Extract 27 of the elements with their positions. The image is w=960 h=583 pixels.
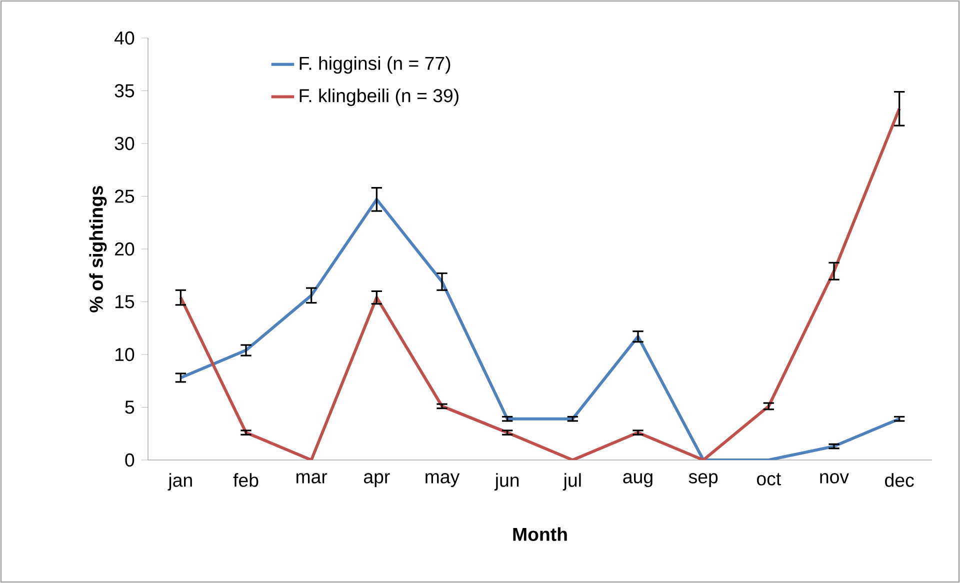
y-tick-label: 5 (125, 400, 134, 414)
x-tick-label: oct (756, 473, 781, 486)
y-tick-label: 35 (114, 84, 134, 98)
x-tick-label: nov (820, 473, 849, 484)
x-tick-label: jun (494, 473, 519, 491)
x-tick-label: sep (688, 473, 718, 488)
y-axis-title: % of sightings (89, 186, 107, 312)
y-tick-label: 0 (125, 453, 134, 467)
y-tick-label: 40 (114, 31, 134, 45)
x-tick-label: feb (233, 473, 258, 487)
y-tick-label: 25 (115, 190, 134, 203)
x-axis-title: Month (513, 527, 567, 541)
legend-label: F. higginsi (n = 77) (300, 56, 450, 74)
line-series (179, 107, 901, 460)
y-tick-label: 20 (115, 242, 134, 256)
y-tick-label: 10 (116, 348, 134, 362)
x-tick-label: mar (296, 473, 328, 484)
x-tick-label: apr (364, 473, 390, 488)
x-tick-label: may (426, 473, 460, 488)
x-tick-label: jul (562, 473, 581, 491)
line-series (179, 198, 901, 460)
x-tick-label: dec (885, 473, 914, 487)
x-tick-label: aug (623, 473, 652, 488)
x-tick-label: jan (168, 473, 192, 491)
y-tick-label: 30 (114, 136, 134, 150)
legend-label: F. klingbeili (n = 39) (300, 88, 458, 106)
y-tick-label: 15 (116, 295, 134, 308)
